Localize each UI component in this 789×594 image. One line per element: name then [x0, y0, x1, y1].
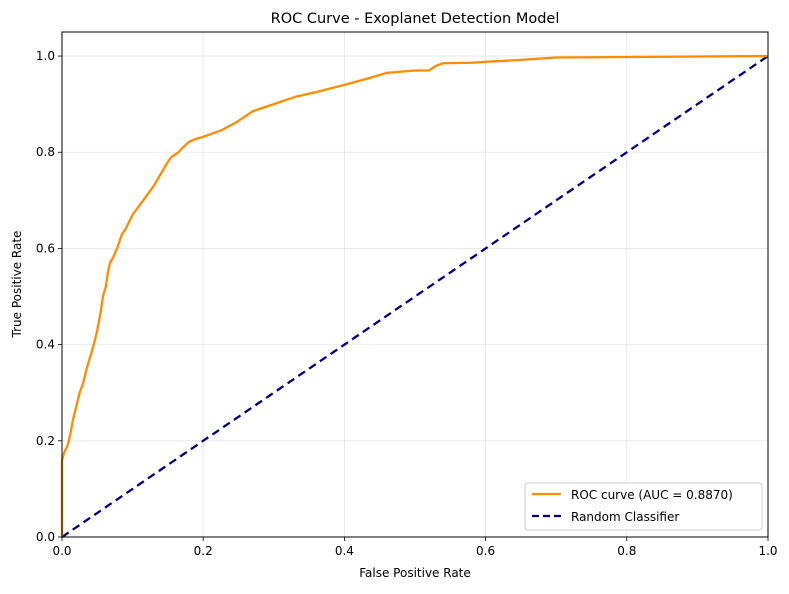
x-tick-label: 1.0	[758, 544, 777, 558]
y-tick-label: 0.4	[36, 338, 55, 352]
y-tick-label: 0.2	[36, 434, 55, 448]
series-layer	[60, 54, 769, 538]
y-tick-label: 0.6	[36, 241, 55, 255]
x-tick-label: 0.6	[476, 544, 495, 558]
legend-label-random: Random Classifier	[571, 510, 679, 524]
x-axis-label: False Positive Rate	[359, 566, 471, 580]
tick-layer: 0.0 0.2 0.4 0.6 0.8 1.0 0.0 0.2 0.4 0.6 0.8 1.0	[36, 49, 778, 558]
plot-frame	[61, 31, 769, 538]
x-tick-label: 0.2	[194, 544, 213, 558]
legend: ROC curve (AUC = 0.8870) Random Classifi…	[524, 482, 763, 531]
y-tick-label: 0.8	[36, 145, 55, 159]
x-tick-label: 0.4	[335, 544, 354, 558]
grid-layer	[61, 32, 769, 538]
legend-label-roc: ROC curve (AUC = 0.8870)	[571, 488, 733, 502]
roc-curve-line	[60, 54, 769, 537]
x-tick-label: 0.8	[617, 544, 636, 558]
y-axis-label: True Positive Rate	[10, 231, 24, 339]
x-tick-label: 0.0	[52, 544, 71, 558]
y-tick-label: 1.0	[36, 49, 55, 63]
legend-box	[524, 482, 763, 531]
y-tick-label: 0.0	[36, 530, 55, 544]
chart-title: ROC Curve - Exoplanet Detection Model	[271, 11, 560, 27]
